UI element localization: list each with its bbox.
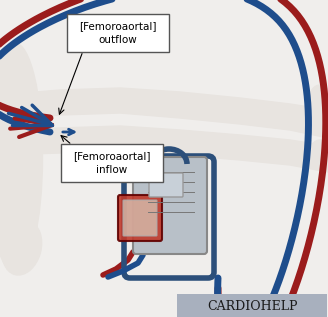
Text: [Femoroaortal]
outflow: [Femoroaortal] outflow — [79, 21, 157, 45]
Ellipse shape — [309, 140, 328, 170]
FancyBboxPatch shape — [118, 195, 162, 241]
Ellipse shape — [309, 85, 328, 115]
Text: CARDIOHELP: CARDIOHELP — [207, 300, 297, 313]
FancyBboxPatch shape — [149, 173, 183, 197]
FancyBboxPatch shape — [61, 144, 163, 182]
FancyBboxPatch shape — [67, 14, 169, 52]
Text: [Femoroaortal]
inflow: [Femoroaortal] inflow — [73, 151, 151, 175]
FancyBboxPatch shape — [133, 157, 207, 254]
Ellipse shape — [2, 221, 42, 275]
Ellipse shape — [0, 43, 43, 273]
Polygon shape — [0, 88, 328, 138]
FancyBboxPatch shape — [177, 294, 327, 317]
FancyBboxPatch shape — [123, 200, 157, 236]
Polygon shape — [0, 126, 328, 172]
